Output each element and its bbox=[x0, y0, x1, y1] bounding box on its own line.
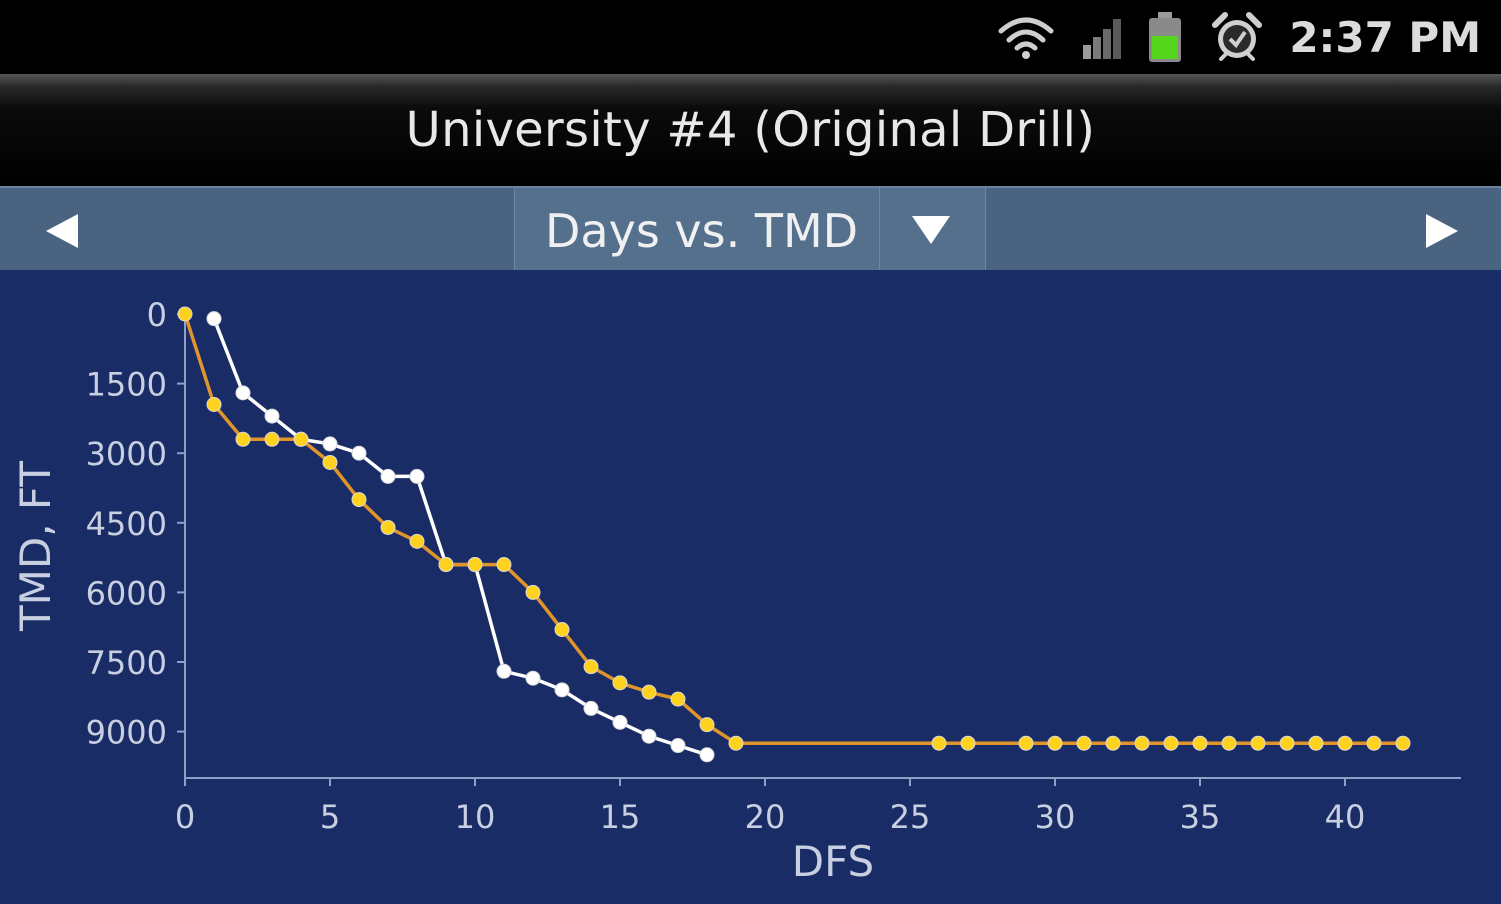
x-tick-label: 30 bbox=[1035, 798, 1076, 836]
series-1-point bbox=[1105, 735, 1121, 751]
series-1-point bbox=[467, 557, 483, 573]
page-title: University #4 (Original Drill) bbox=[405, 102, 1096, 158]
series-0-point bbox=[206, 311, 222, 327]
x-tick-label: 25 bbox=[890, 798, 931, 836]
series-1-point bbox=[583, 659, 599, 675]
chart-type-selector[interactable]: Days vs. TMD bbox=[514, 188, 986, 270]
y-tick-label: 7500 bbox=[86, 644, 167, 682]
series-1-point bbox=[641, 684, 657, 700]
alarm-icon bbox=[1212, 12, 1263, 61]
series-1-point bbox=[728, 735, 744, 751]
series-1-point bbox=[1134, 735, 1150, 751]
series-1-point bbox=[1221, 735, 1237, 751]
right-arrow-icon bbox=[1426, 214, 1458, 248]
series-1-point bbox=[1337, 735, 1353, 751]
series-1-point bbox=[351, 492, 367, 508]
series-1-point bbox=[670, 691, 686, 707]
chart-svg: 0 1500 3000 4500 6000 7500 9000 0 5 10 15 20 25 30 35 4… bbox=[11, 296, 1461, 886]
series-1-point bbox=[1366, 735, 1382, 751]
status-clock: 2:37 PM bbox=[1289, 12, 1481, 62]
y-tick-label: 4500 bbox=[86, 505, 167, 543]
signal-icon bbox=[1083, 19, 1122, 59]
next-chart-button[interactable] bbox=[1424, 212, 1460, 254]
x-tick-label: 0 bbox=[175, 798, 195, 836]
battery-icon bbox=[1149, 12, 1182, 62]
series-1-point bbox=[554, 622, 570, 638]
chart-selector-bar: Days vs. TMD bbox=[0, 186, 1501, 270]
series-1-point bbox=[1279, 735, 1295, 751]
y-tick-label: 1500 bbox=[86, 366, 167, 404]
series-1-point bbox=[1308, 735, 1324, 751]
series-1-point bbox=[699, 717, 715, 733]
series-1-line bbox=[183, 313, 1403, 745]
series-0-point bbox=[583, 700, 599, 716]
chart-type-dropdown-button[interactable] bbox=[910, 214, 952, 250]
series-1-point bbox=[1250, 735, 1266, 751]
wifi-icon bbox=[998, 17, 1054, 59]
series-0-point bbox=[699, 747, 715, 763]
series-1-point bbox=[525, 584, 541, 600]
x-tick-label: 40 bbox=[1325, 798, 1366, 836]
y-axis-label: TMD, FT bbox=[11, 461, 60, 632]
series-1-point bbox=[931, 735, 947, 751]
left-arrow-icon bbox=[46, 214, 78, 248]
series-0-point bbox=[351, 445, 367, 461]
title-bar: University #4 (Original Drill) bbox=[0, 74, 1501, 186]
series-0-point bbox=[554, 682, 570, 698]
series-1-point bbox=[1395, 735, 1411, 751]
series-1-point bbox=[1076, 735, 1092, 751]
chart-type-label: Days vs. TMD bbox=[545, 204, 859, 258]
series-0-point bbox=[612, 714, 628, 730]
days-vs-tmd-chart: 0 1500 3000 4500 6000 7500 9000 0 5 10 15 20 25 30 35 4… bbox=[0, 270, 1501, 900]
series-1-point bbox=[322, 454, 338, 470]
series-1-point bbox=[1163, 735, 1179, 751]
series-0-point bbox=[525, 670, 541, 686]
series-1-point bbox=[235, 431, 251, 447]
selector-divider bbox=[879, 188, 880, 270]
series-0-point bbox=[322, 436, 338, 452]
series-1-point bbox=[380, 519, 396, 535]
series-0-point bbox=[380, 468, 396, 484]
series-1-point bbox=[264, 431, 280, 447]
series-0-point bbox=[409, 468, 425, 484]
x-tick-label: 10 bbox=[455, 798, 496, 836]
y-tick-label: 9000 bbox=[86, 714, 167, 752]
series-0-point bbox=[641, 728, 657, 744]
x-axis-label: DFS bbox=[792, 837, 874, 886]
x-tick-label: 35 bbox=[1180, 798, 1221, 836]
series-1-point bbox=[177, 306, 193, 322]
series-1-point bbox=[1047, 735, 1063, 751]
series-0-line bbox=[212, 317, 708, 757]
previous-chart-button[interactable] bbox=[44, 212, 80, 254]
series-0-point bbox=[496, 663, 512, 679]
status-bar: 2:37 PM bbox=[0, 0, 1501, 74]
series-0-point bbox=[670, 738, 686, 754]
series-1-point bbox=[1192, 735, 1208, 751]
x-tick-label: 15 bbox=[600, 798, 641, 836]
y-tick-label: 6000 bbox=[86, 574, 167, 612]
x-tick-label: 5 bbox=[320, 798, 340, 836]
series-1-point bbox=[438, 557, 454, 573]
series-1-point bbox=[960, 735, 976, 751]
series-1-point bbox=[496, 557, 512, 573]
series-1-point bbox=[206, 396, 222, 412]
dropdown-arrow-icon bbox=[912, 216, 950, 244]
y-tick-label: 3000 bbox=[86, 435, 167, 473]
series-1-point bbox=[409, 533, 425, 549]
status-icons: 2:37 PM bbox=[997, 0, 1501, 74]
series-0-point bbox=[264, 408, 280, 424]
series-1-point bbox=[612, 675, 628, 691]
series-0-point bbox=[235, 385, 251, 401]
x-tick-label: 20 bbox=[745, 798, 786, 836]
series-1-point bbox=[1018, 735, 1034, 751]
series-1-point bbox=[293, 431, 309, 447]
y-tick-label: 0 bbox=[147, 296, 167, 334]
